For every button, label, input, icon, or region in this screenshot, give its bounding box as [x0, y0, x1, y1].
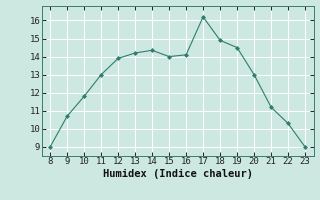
X-axis label: Humidex (Indice chaleur): Humidex (Indice chaleur) [103, 169, 252, 179]
